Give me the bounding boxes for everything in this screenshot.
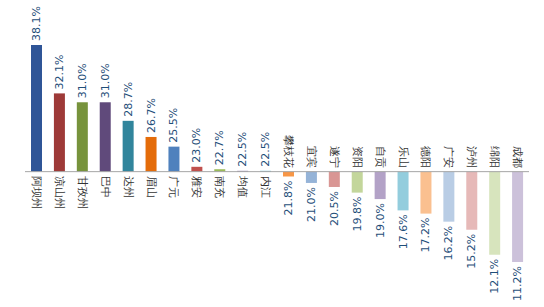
svg-text:自贡: 自贡 [374, 146, 387, 168]
svg-text:绵阳: 绵阳 [488, 146, 501, 168]
svg-text:眉山: 眉山 [145, 176, 158, 198]
svg-text:广安: 广安 [442, 146, 455, 168]
svg-text:宜宾: 宜宾 [305, 146, 318, 168]
svg-text:遂宁: 遂宁 [328, 146, 341, 168]
svg-text:16.2%: 16.2% [442, 226, 455, 261]
svg-text:资阳: 资阳 [351, 146, 364, 168]
svg-text:凉山州: 凉山州 [53, 176, 66, 209]
svg-text:25.5%: 25.5% [167, 108, 180, 143]
svg-text:38.1%: 38.1% [30, 6, 43, 41]
svg-text:17.2%: 17.2% [419, 218, 432, 253]
svg-text:成都: 成都 [511, 146, 524, 168]
svg-text:泸州: 泸州 [465, 146, 478, 168]
svg-text:巴中: 巴中 [99, 176, 112, 198]
svg-text:乐山: 乐山 [397, 146, 410, 168]
svg-text:阿坝州: 阿坝州 [30, 176, 43, 209]
svg-text:21.0%: 21.0% [305, 187, 318, 222]
svg-text:均值: 均值 [236, 175, 249, 198]
svg-text:26.7%: 26.7% [145, 98, 158, 133]
svg-text:甘孜州: 甘孜州 [76, 176, 89, 209]
svg-text:28.7%: 28.7% [122, 82, 135, 117]
svg-text:31.0%: 31.0% [76, 63, 89, 98]
svg-text:内江: 内江 [259, 176, 272, 198]
svg-text:17.6%: 17.6% [397, 214, 410, 249]
svg-text:21.8%: 21.8% [282, 180, 295, 215]
svg-text:31.0%: 31.0% [99, 63, 112, 98]
svg-text:达州: 达州 [122, 176, 135, 198]
svg-text:11.2%: 11.2% [511, 266, 524, 301]
svg-text:19.8%: 19.8% [351, 197, 364, 232]
svg-text:23.0%: 23.0% [190, 128, 203, 163]
svg-text:19.0%: 19.0% [374, 203, 387, 238]
svg-text:攀枝花: 攀枝花 [282, 135, 295, 168]
svg-text:22.7%: 22.7% [213, 130, 226, 165]
svg-text:雅安: 雅安 [190, 176, 203, 198]
svg-text:15.2%: 15.2% [465, 234, 478, 269]
svg-text:德阳: 德阳 [419, 146, 432, 168]
svg-text:20.5%: 20.5% [328, 191, 341, 226]
svg-text:广元: 广元 [167, 176, 180, 198]
svg-text:22.5%: 22.5% [259, 132, 272, 167]
svg-text:32.1%: 32.1% [53, 54, 66, 89]
svg-text:22.5%: 22.5% [236, 132, 249, 167]
svg-text:12.1%: 12.1% [488, 259, 501, 294]
svg-text:南充: 南充 [213, 176, 226, 198]
